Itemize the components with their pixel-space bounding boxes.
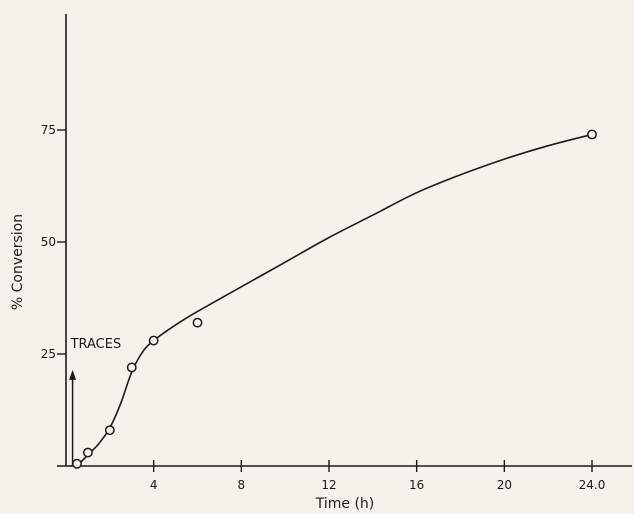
axes — [57, 14, 632, 467]
x-tick-label: 8 — [238, 478, 246, 492]
x-axis-title: Time (h) — [315, 496, 375, 512]
traces-label: TRACES — [70, 337, 122, 352]
data-point — [587, 129, 597, 140]
data-point — [82, 447, 93, 458]
x-tick-label: 24.0 — [579, 478, 606, 492]
x-tick-label: 16 — [409, 478, 424, 492]
data-point — [148, 335, 159, 346]
x-ticks: 4 8 12 16 20 24.0 — [150, 460, 606, 492]
data-point — [126, 362, 137, 373]
y-tick-label: 25 — [41, 347, 56, 361]
traces-arrow-head — [69, 369, 77, 380]
x-tick-label: 4 — [150, 478, 158, 492]
data-point — [104, 425, 115, 436]
annotations: TRACES — [69, 337, 121, 464]
y-axis-title: % Conversion — [10, 214, 26, 310]
x-tick-label: 12 — [321, 478, 336, 492]
data-point — [192, 317, 203, 328]
data-point — [72, 458, 82, 469]
data-points — [72, 129, 597, 469]
y-tick-label: 50 — [41, 235, 56, 249]
y-tick-label: 75 — [41, 123, 56, 137]
y-ticks: 25 50 75 — [41, 123, 66, 361]
x-tick-label: 20 — [497, 478, 512, 492]
fit-curve — [70, 133, 593, 467]
